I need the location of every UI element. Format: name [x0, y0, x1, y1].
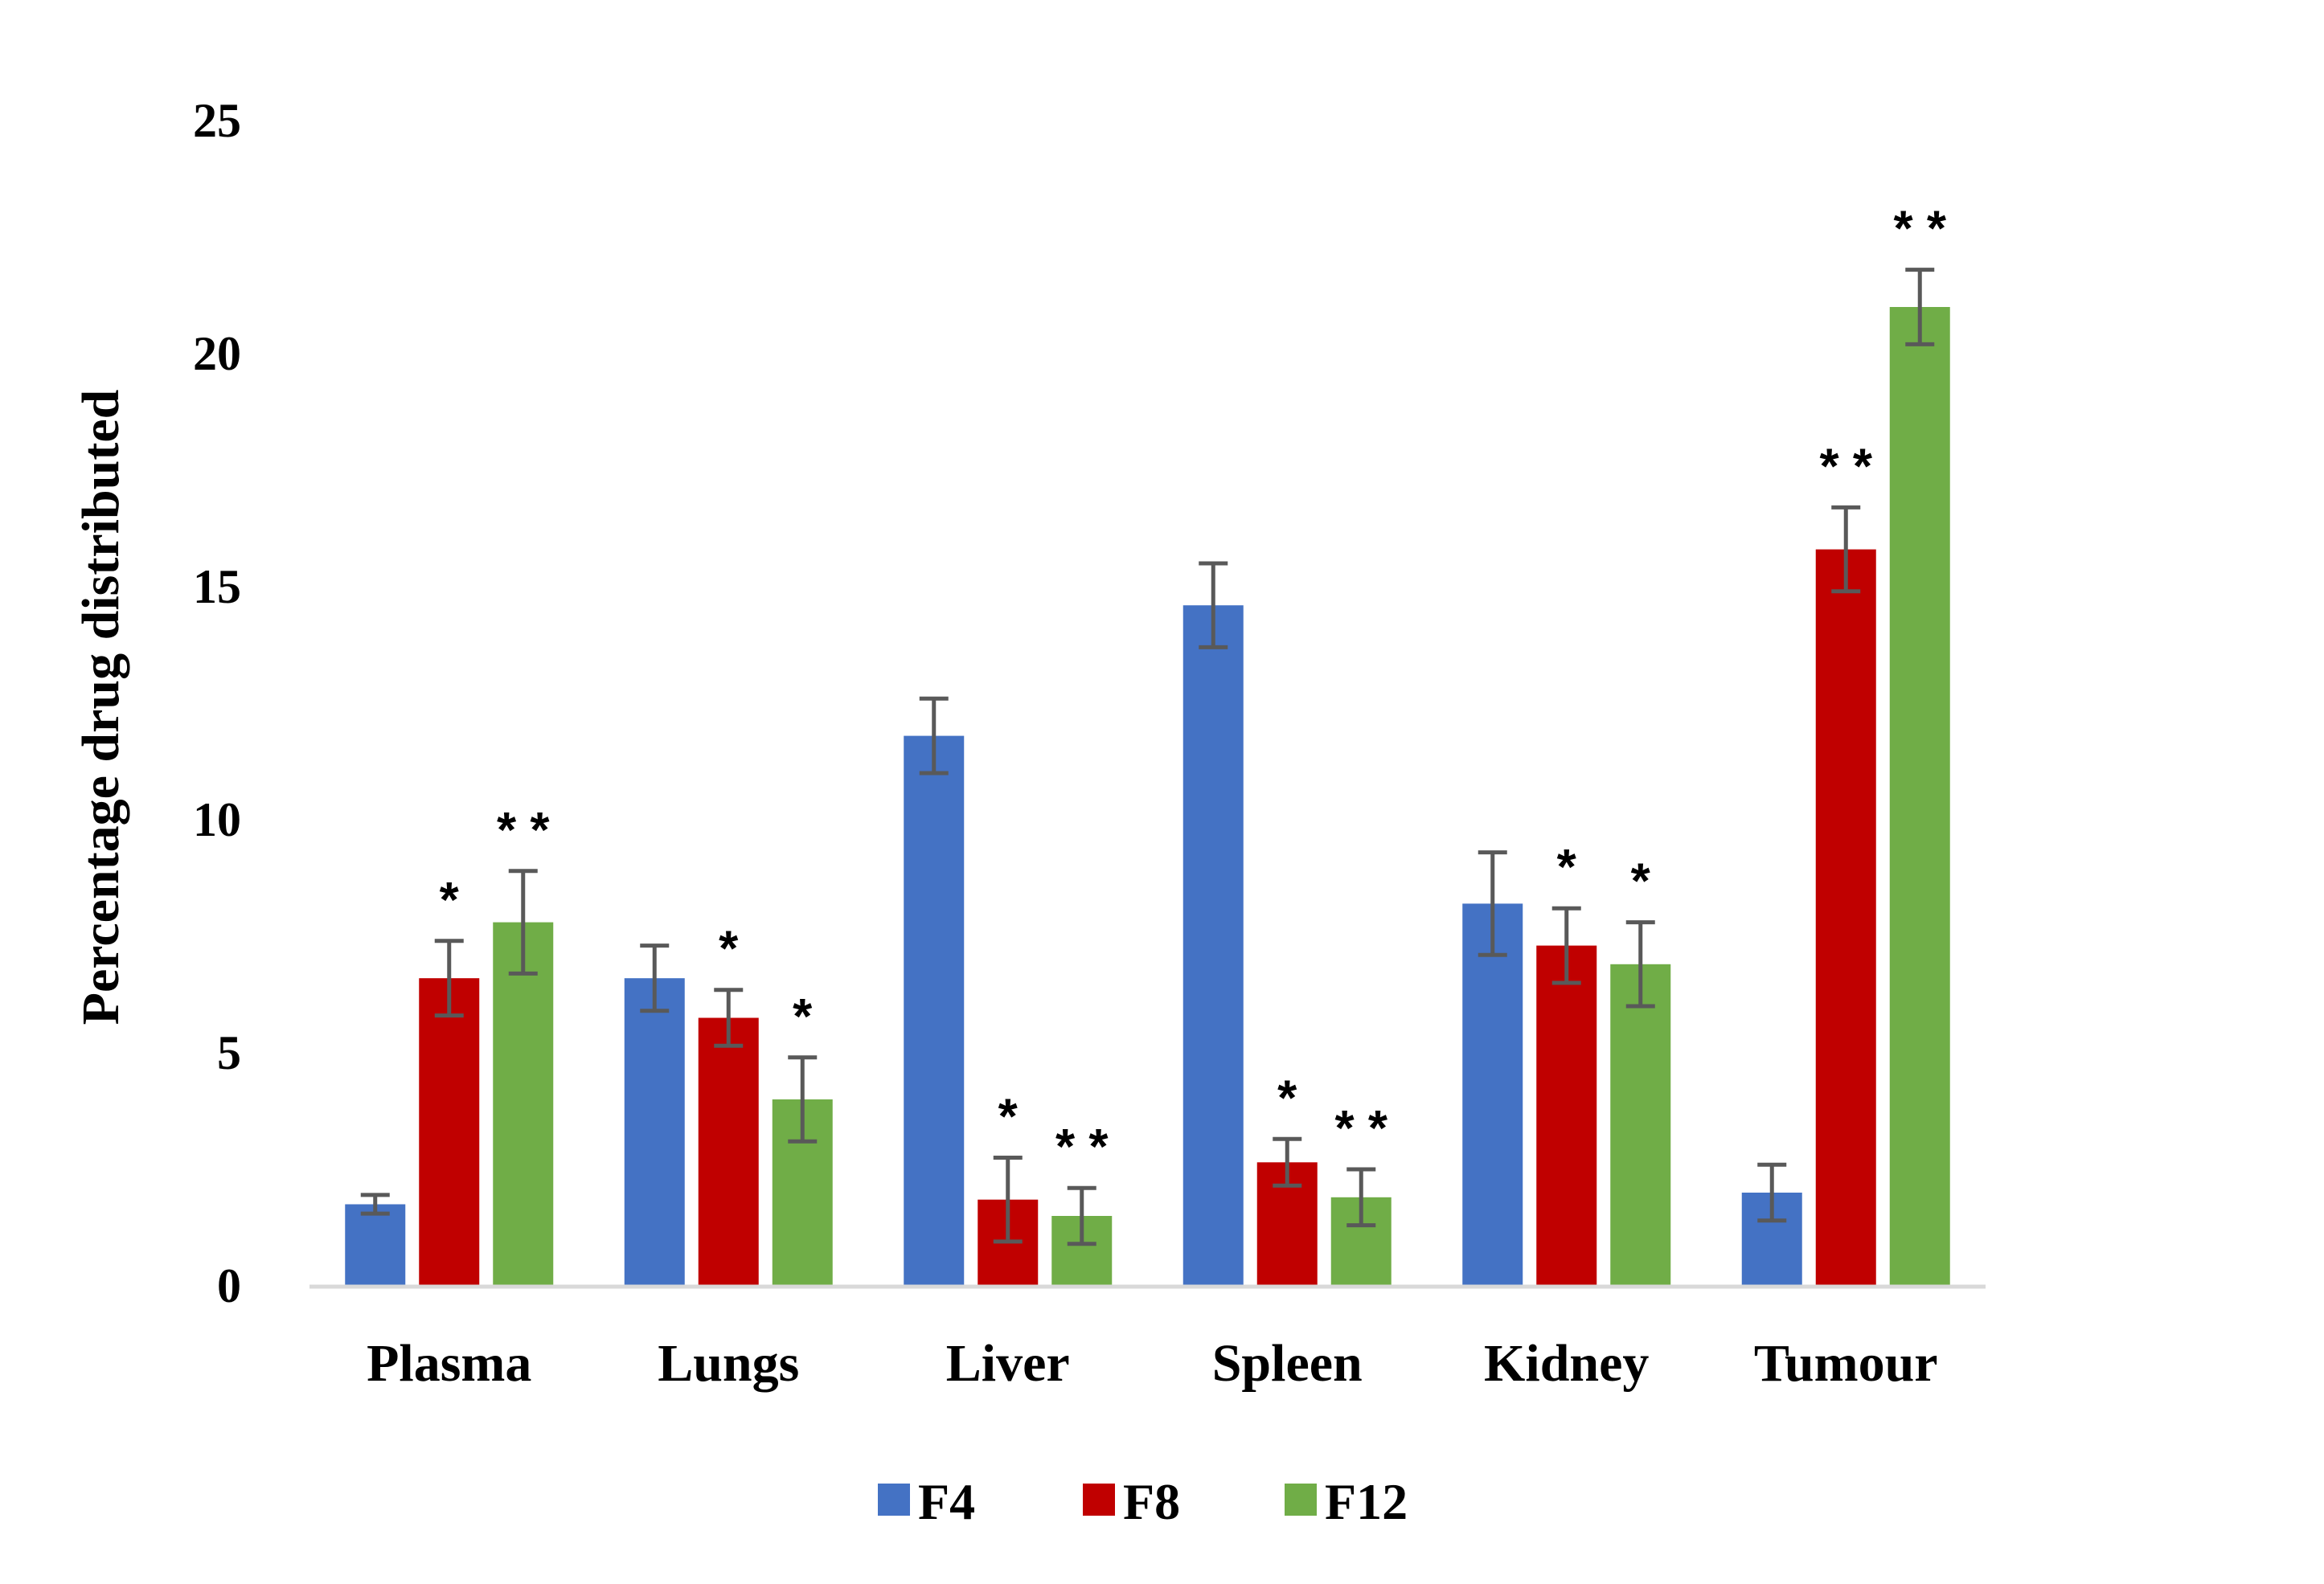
legend-swatch-f4	[878, 1484, 910, 1516]
bar-f12-plasma	[493, 922, 554, 1286]
bar-f8-kidney	[1536, 945, 1597, 1286]
significance-mark: * *	[497, 803, 550, 858]
y-tick-labels: 0 5 10 15 20 25	[193, 94, 241, 1312]
error-bar-f8-lungs	[714, 988, 744, 1048]
error-bar-f12-liver	[1067, 1185, 1096, 1246]
bar-f4-liver	[904, 735, 965, 1286]
error-bar-f4-plasma	[360, 1193, 390, 1216]
significance-mark: * *	[1820, 439, 1873, 494]
y-tick-label: 5	[217, 1026, 241, 1079]
y-tick-label: 20	[193, 327, 241, 380]
significance-mark: * *	[1055, 1119, 1109, 1175]
significance-mark: *	[719, 922, 739, 977]
legend-swatch-f8	[1083, 1484, 1115, 1516]
x-tick-labels: Plasma Lungs Liver Spleen Kidney Tumour	[367, 1334, 1937, 1393]
error-bar-f8-plasma	[434, 939, 464, 1018]
legend-swatch-f12	[1285, 1484, 1317, 1516]
x-tick-label-kidney: Kidney	[1484, 1334, 1649, 1393]
error-bar-f12-kidney	[1625, 920, 1655, 1009]
bar-f12-tumour	[1889, 307, 1950, 1286]
x-tick-label-spleen: Spleen	[1212, 1334, 1363, 1393]
x-tick-label-plasma: Plasma	[367, 1334, 531, 1393]
y-axis-label: Percentage drug distributed	[72, 390, 130, 1025]
x-tick-label-tumour: Tumour	[1754, 1334, 1938, 1393]
y-tick-label: 0	[217, 1259, 241, 1312]
significance-mark: *	[1631, 854, 1651, 910]
bar-f12-kidney	[1610, 964, 1671, 1286]
significance-mark: *	[998, 1090, 1019, 1145]
x-tick-label-lungs: Lungs	[658, 1334, 799, 1393]
x-tick-label-liver: Liver	[946, 1334, 1070, 1393]
error-bar-f12-plasma	[508, 869, 538, 976]
error-bar-f8-liver	[993, 1156, 1023, 1244]
legend-label-f4: F4	[918, 1473, 975, 1530]
significance-layer: * * * * * * * * * * * * * * * * *	[440, 202, 1947, 1176]
error-bar-f4-lungs	[640, 943, 670, 1013]
bar-f8-plasma	[419, 978, 480, 1286]
bar-f4-spleen	[1182, 605, 1244, 1286]
bars-layer	[345, 307, 1950, 1286]
error-bar-f12-lungs	[788, 1055, 818, 1144]
significance-mark: *	[1557, 840, 1577, 895]
error-bar-f4-spleen	[1199, 561, 1228, 649]
significance-mark: * *	[1335, 1101, 1388, 1156]
error-bar-f4-kidney	[1478, 850, 1507, 957]
error-bar-f4-liver	[919, 696, 949, 776]
error-bar-f12-tumour	[1905, 268, 1935, 346]
y-tick-label: 15	[193, 560, 241, 613]
error-bar-f8-kidney	[1551, 906, 1581, 985]
bar-f8-tumour	[1815, 549, 1876, 1286]
legend-label-f8: F8	[1123, 1473, 1180, 1530]
legend-label-f12: F12	[1325, 1473, 1408, 1530]
bar-f8-lungs	[698, 1017, 759, 1286]
significance-mark: *	[793, 989, 813, 1045]
legend: F4 F8 F12	[878, 1473, 1408, 1530]
error-bar-f12-spleen	[1346, 1167, 1376, 1228]
significance-mark: *	[440, 873, 460, 928]
y-tick-label: 10	[193, 793, 241, 846]
error-bar-f8-tumour	[1831, 505, 1861, 594]
bar-f4-plasma	[345, 1204, 406, 1286]
y-tick-label: 25	[193, 94, 241, 147]
bar-f4-lungs	[624, 978, 685, 1286]
error-bars-layer	[360, 268, 1935, 1246]
significance-mark: * *	[1894, 202, 1947, 257]
bar-f4-kidney	[1462, 903, 1523, 1286]
error-bar-f8-spleen	[1273, 1136, 1302, 1188]
error-bar-f4-tumour	[1757, 1162, 1787, 1223]
significance-mark: *	[1277, 1070, 1297, 1126]
